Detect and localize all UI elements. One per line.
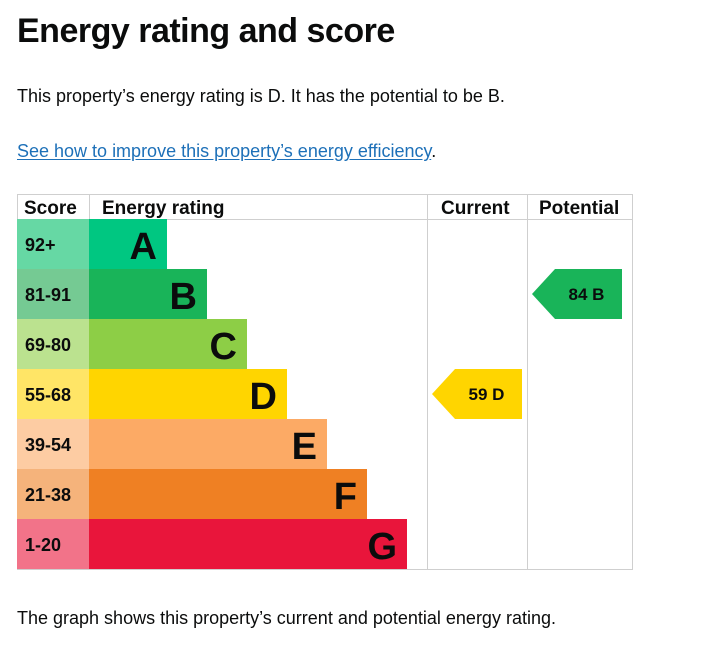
band-letter-f: F	[334, 476, 357, 518]
current-rating-arrow	[432, 369, 522, 419]
band-bar-e	[89, 419, 327, 469]
header-score: Score	[24, 198, 77, 219]
band-letter-a: A	[130, 226, 157, 268]
score-range-e: 39-54	[25, 435, 71, 455]
link-suffix: .	[431, 141, 437, 161]
band-letter-d: D	[250, 376, 277, 418]
band-letter-b: B	[170, 276, 197, 318]
band-bar-a	[89, 219, 167, 269]
improve-efficiency-link[interactable]: See how to improve this property’s energ…	[17, 141, 432, 161]
intro-text: This property’s energy rating is D. It h…	[17, 86, 505, 106]
rating-arrows: 59 D 84 B	[432, 269, 622, 419]
score-cell-d	[17, 369, 89, 419]
score-range-b: 81-91	[25, 285, 71, 305]
score-range-f: 21-38	[25, 485, 71, 505]
score-range-c: 69-80	[25, 335, 71, 355]
score-cell-a	[17, 219, 89, 269]
score-cell-f	[17, 469, 89, 519]
score-cell-g	[17, 519, 89, 569]
band-bar-f	[89, 469, 367, 519]
header-energy-rating: Energy rating	[102, 198, 224, 219]
score-range-a: 92+	[25, 235, 56, 255]
score-range-d: 55-68	[25, 385, 71, 405]
band-bar-g	[89, 519, 407, 569]
band-letter-g: G	[367, 526, 397, 568]
score-cell-c	[17, 319, 89, 369]
score-cell-e	[17, 419, 89, 469]
header-potential: Potential	[539, 198, 619, 219]
band-bar-d	[89, 369, 287, 419]
rating-bands: 92+ A 81-91 B 69-80 C 55-68 D 39-54 E 21-38 F 1-20 G	[17, 219, 407, 569]
page-title: Energy rating and score	[17, 12, 395, 50]
band-bar-b	[89, 269, 207, 319]
score-range-g: 1-20	[25, 535, 61, 555]
current-rating-label: 59 D	[469, 385, 505, 404]
score-cell-b	[17, 269, 89, 319]
band-bar-c	[89, 319, 247, 369]
header-current: Current	[441, 198, 510, 219]
band-letter-c: C	[210, 326, 237, 368]
potential-rating-label: 84 B	[569, 285, 605, 304]
potential-rating-arrow	[532, 269, 622, 319]
footer-text: The graph shows this property’s current …	[17, 608, 556, 628]
energy-rating-chart: Score Energy rating Current Potential 92…	[17, 194, 633, 570]
link-line: See how to improve this property’s energ…	[17, 141, 436, 162]
band-letter-e: E	[292, 426, 317, 468]
